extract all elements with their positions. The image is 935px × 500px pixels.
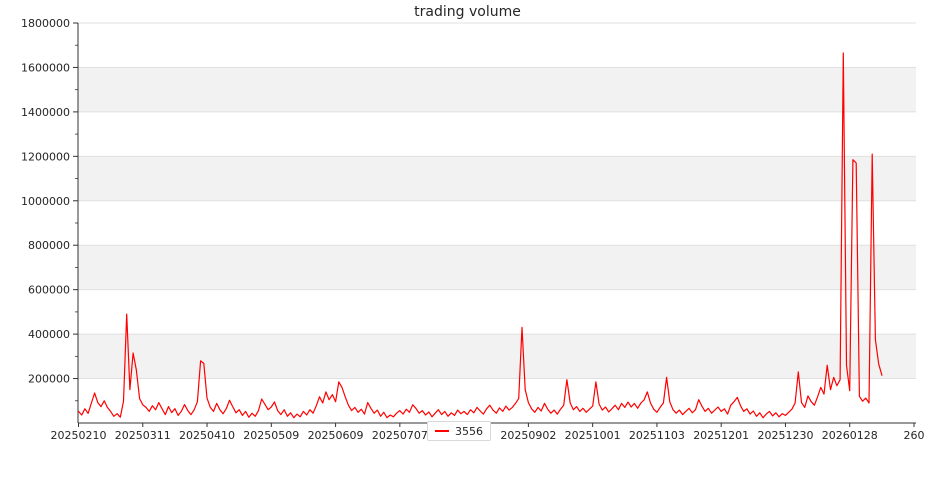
series-line-3556 (77, 52, 883, 419)
x-axis-tick-label: 20251001 (565, 429, 621, 442)
x-axis-tick-label: 20251230 (757, 429, 813, 442)
y-axis-tick-label: 1800000 (21, 17, 70, 30)
y-axis-tick-label: 1600000 (21, 61, 70, 74)
y-axis-tick-label: 400000 (28, 328, 70, 341)
x-axis-tick-label: 20250410 (179, 429, 235, 442)
background-band (78, 245, 916, 290)
x-axis-tick-label: 20250311 (115, 429, 171, 442)
x-axis-tick-label: 20250509 (243, 429, 299, 442)
background-band (78, 67, 916, 112)
x-axis-tick-label: 20251201 (693, 429, 749, 442)
background-band (78, 334, 916, 379)
x-axis-tick-label: 20260128 (822, 429, 878, 442)
x-axis-tick-label: 260 (904, 429, 925, 442)
x-axis-tick-label: 20251103 (629, 429, 685, 442)
y-axis-tick-label: 1000000 (21, 195, 70, 208)
y-axis-tick-label: 1200000 (21, 150, 70, 163)
x-axis-tick-label: 20250707 (372, 429, 428, 442)
y-axis-tick-label: 1400000 (21, 106, 70, 119)
chart-title: trading volume (414, 4, 521, 20)
y-axis-tick-label: 600000 (28, 284, 70, 297)
y-axis-tick-label: 200000 (28, 373, 70, 386)
y-axis-tick-label: 800000 (28, 239, 70, 252)
background-band (78, 156, 916, 201)
legend: 3556 (427, 421, 491, 441)
x-axis-tick-label: 20250210 (51, 429, 107, 442)
legend-line-marker-icon (435, 430, 449, 432)
legend-series-label: 3556 (455, 424, 483, 438)
x-axis-tick-label: 20250902 (500, 429, 556, 442)
x-axis-tick-label: 20250609 (308, 429, 364, 442)
